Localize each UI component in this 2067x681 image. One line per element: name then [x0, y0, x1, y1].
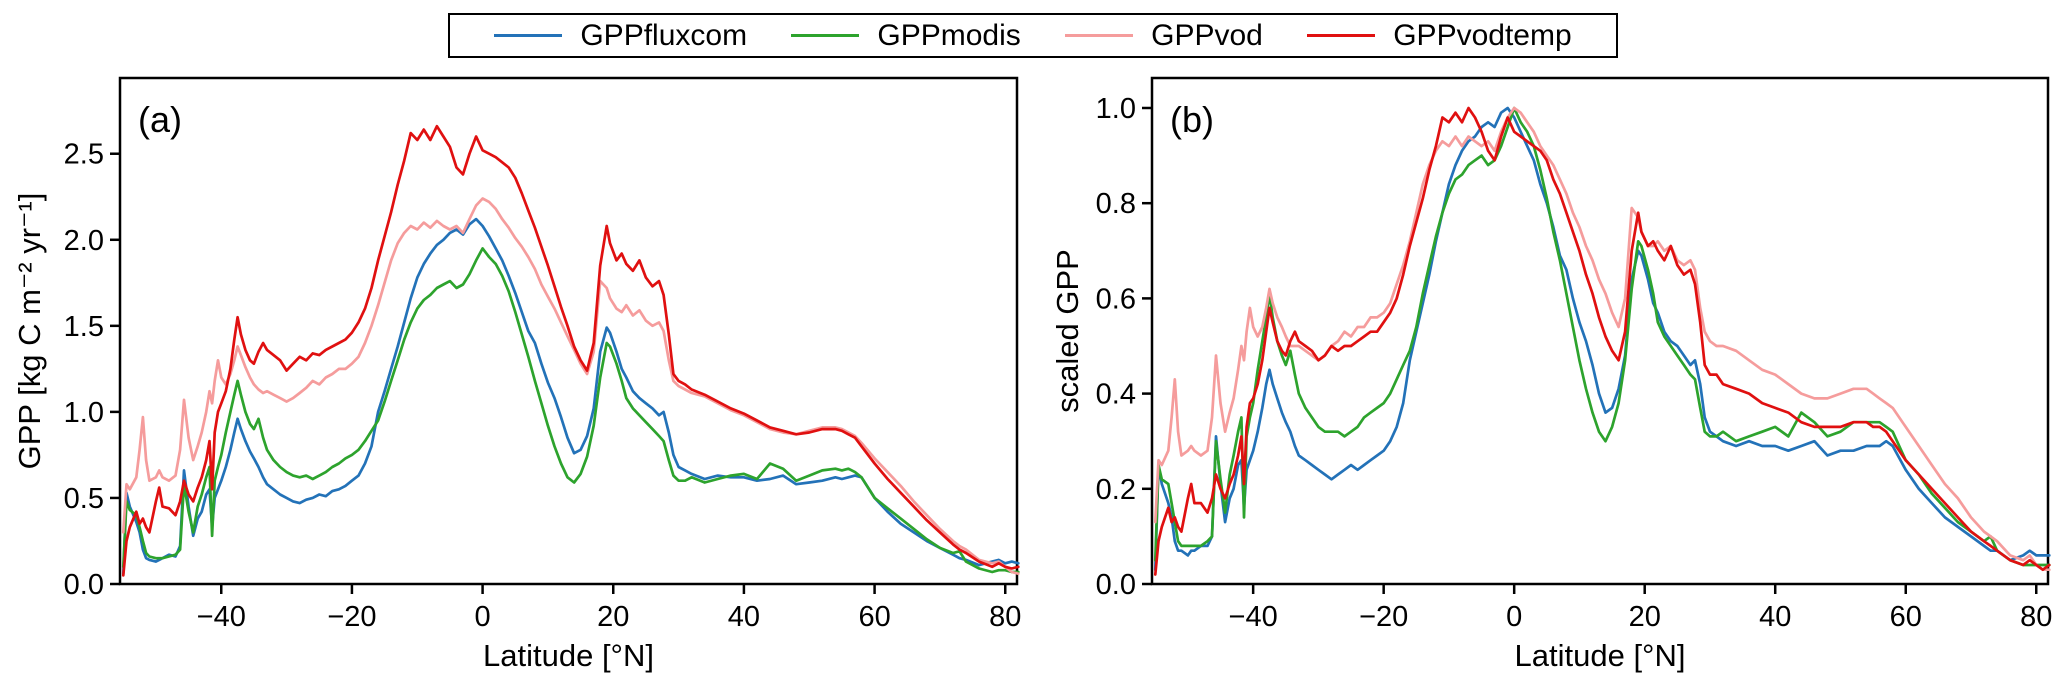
panel-a-x-tick-label: 80	[989, 601, 1021, 633]
panel-b-x-tick-label: −20	[1359, 601, 1408, 633]
panel-a-x-tick-label: −40	[197, 601, 246, 633]
panel-b-y-axis-label: scaled GPP	[1050, 249, 1085, 413]
panel-a-y-tick-label: 1.5	[64, 311, 104, 343]
panel-a-x-tick-label: 20	[597, 601, 629, 633]
panel-b-series-GPPmodis	[1153, 106, 2051, 567]
legend-item-gppfluxcom: GPPfluxcom	[494, 19, 747, 53]
panel-a-y-tick-label: 0.0	[64, 569, 104, 601]
panel-b-y-tick-label: 1.0	[1096, 93, 1136, 125]
panel-a-series-GPPmodis	[121, 247, 1020, 574]
gppmodis-line-swatch-icon	[791, 33, 860, 38]
legend-item-gppmodis: GPPmodis	[791, 18, 1021, 53]
legend-label-gppmodis: GPPmodis	[877, 18, 1021, 52]
panel-b-frame	[1150, 76, 2050, 586]
gppvodtemp-line-swatch-icon	[1307, 33, 1376, 38]
panel-a-y-tick-label: 0.5	[64, 483, 104, 515]
panel-a-x-tick-label: 60	[858, 601, 890, 633]
legend-label-gppvodtemp: GPPvodtemp	[1393, 18, 1572, 52]
panel-a-x-tick-label: 40	[728, 601, 760, 633]
legend-label-gppfluxcom: GPPfluxcom	[580, 18, 748, 52]
panel-b-x-tick-label: 20	[1629, 601, 1661, 633]
panel-a-label: (a)	[138, 99, 182, 140]
panel-a-x-axis-label: Latitude [°N]	[483, 638, 654, 673]
panel-a-y-axis-label: GPP [kg C m⁻² yr⁻¹]	[12, 193, 47, 470]
panel-a-x-tick-label: 0	[475, 601, 491, 633]
panel-b-y-tick-label: 0.8	[1096, 188, 1136, 220]
panel-b-series-GPPfluxcom	[1153, 106, 2051, 572]
panel-b-x-tick-label: −40	[1229, 601, 1278, 633]
legend-label-gppvod: GPPvod	[1151, 18, 1263, 52]
panel-a-series-GPPvodtemp	[121, 124, 1020, 577]
panel-b-label: (b)	[1170, 99, 1214, 140]
panel-b-y-tick-label: 0.0	[1096, 569, 1136, 601]
panel-a-x-tick-label: −20	[327, 601, 376, 633]
panel-a-series-GPPfluxcom	[121, 217, 1020, 576]
panel-a-y-tick-label: 2.0	[64, 225, 104, 257]
panel-b-x-tick-label: 80	[2020, 601, 2052, 633]
panel-a-y-tick-label: 1.0	[64, 397, 104, 429]
panel-b-x-tick-label: 40	[1759, 601, 1791, 633]
panel-a-series-GPPvod	[121, 197, 1020, 576]
panel-b-x-axis-label: Latitude [°N]	[1515, 638, 1686, 673]
legend: GPPfluxcom GPPmodis GPPvod GPPvodtemp	[448, 13, 1618, 58]
panel-b-y-tick-label: 0.6	[1096, 283, 1136, 315]
panel-b-y-tick-label: 0.4	[1096, 379, 1136, 411]
gppfluxcom-line-swatch-icon	[494, 33, 563, 38]
panel-b-series-GPPvodtemp	[1153, 106, 2051, 576]
panel-b-x-tick-label: 0	[1506, 601, 1522, 633]
gppvod-line-swatch-icon	[1065, 33, 1134, 38]
panel-a-y-tick-label: 2.5	[64, 139, 104, 171]
legend-item-gppvodtemp: GPPvodtemp	[1307, 18, 1572, 53]
panel-b-series-GPPvod	[1153, 106, 2051, 572]
panel-b-y-tick-label: 0.2	[1096, 474, 1136, 506]
panel-b-x-tick-label: 60	[1890, 601, 1922, 633]
panel-a-frame	[118, 76, 1019, 586]
legend-item-gppvod: GPPvod	[1065, 19, 1263, 53]
